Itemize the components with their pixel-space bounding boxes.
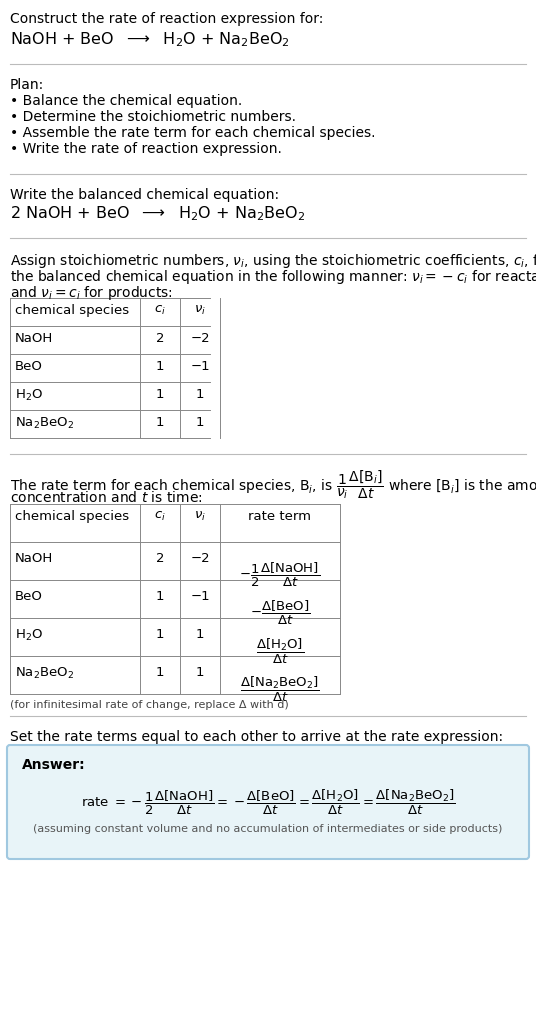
Text: NaOH: NaOH (15, 552, 53, 565)
Text: NaOH: NaOH (15, 332, 53, 345)
Text: • Balance the chemical equation.: • Balance the chemical equation. (10, 94, 242, 108)
Text: • Assemble the rate term for each chemical species.: • Assemble the rate term for each chemic… (10, 126, 376, 140)
Text: 1: 1 (156, 388, 164, 401)
Text: $-\dfrac{1}{2}\dfrac{\Delta[\mathrm{NaOH}]}{\Delta t}$: $-\dfrac{1}{2}\dfrac{\Delta[\mathrm{NaOH… (240, 561, 321, 589)
Text: $\nu_i$: $\nu_i$ (194, 304, 206, 317)
Text: H$_2$O: H$_2$O (15, 628, 43, 643)
Text: 2: 2 (156, 552, 164, 565)
Text: 1: 1 (156, 360, 164, 373)
Text: Na$_2$BeO$_2$: Na$_2$BeO$_2$ (15, 416, 74, 431)
Text: The rate term for each chemical species, B$_i$, is $\dfrac{1}{\nu_i}\dfrac{\Delt: The rate term for each chemical species,… (10, 468, 536, 501)
Text: Write the balanced chemical equation:: Write the balanced chemical equation: (10, 188, 279, 202)
Text: 1: 1 (196, 666, 204, 679)
Text: −1: −1 (190, 590, 210, 603)
Text: rate term: rate term (249, 510, 311, 523)
Text: $\dfrac{\Delta[\mathrm{H_2O}]}{\Delta t}$: $\dfrac{\Delta[\mathrm{H_2O}]}{\Delta t}… (256, 637, 304, 666)
Text: $\nu_i$: $\nu_i$ (194, 510, 206, 523)
Text: • Determine the stoichiometric numbers.: • Determine the stoichiometric numbers. (10, 110, 296, 124)
Text: chemical species: chemical species (15, 510, 129, 523)
Text: $c_i$: $c_i$ (154, 304, 166, 317)
Text: 1: 1 (196, 628, 204, 641)
Text: −1: −1 (190, 360, 210, 373)
Text: 1: 1 (196, 388, 204, 401)
Text: BeO: BeO (15, 590, 43, 603)
Text: the balanced chemical equation in the following manner: $\nu_i = -c_i$ for react: the balanced chemical equation in the fo… (10, 268, 536, 286)
Text: H$_2$O: H$_2$O (15, 388, 43, 404)
Text: $\dfrac{\Delta[\mathrm{Na_2BeO_2}]}{\Delta t}$: $\dfrac{\Delta[\mathrm{Na_2BeO_2}]}{\Del… (240, 675, 320, 705)
Text: $c_i$: $c_i$ (154, 510, 166, 523)
Text: (for infinitesimal rate of change, replace Δ with d): (for infinitesimal rate of change, repla… (10, 700, 289, 710)
Text: 1: 1 (196, 416, 204, 429)
Text: Assign stoichiometric numbers, $\nu_i$, using the stoichiometric coefficients, $: Assign stoichiometric numbers, $\nu_i$, … (10, 252, 536, 270)
Text: chemical species: chemical species (15, 304, 129, 317)
Text: −2: −2 (190, 552, 210, 565)
Text: • Write the rate of reaction expression.: • Write the rate of reaction expression. (10, 142, 282, 156)
Text: NaOH + BeO  $\longrightarrow$  H$_2$O + Na$_2$BeO$_2$: NaOH + BeO $\longrightarrow$ H$_2$O + Na… (10, 30, 290, 49)
Text: 1: 1 (156, 416, 164, 429)
Text: 1: 1 (156, 666, 164, 679)
Text: rate $= -\dfrac{1}{2}\dfrac{\Delta[\mathrm{NaOH}]}{\Delta t} = -\dfrac{\Delta[\m: rate $= -\dfrac{1}{2}\dfrac{\Delta[\math… (81, 788, 455, 817)
Text: 2: 2 (156, 332, 164, 345)
Text: 2 NaOH + BeO  $\longrightarrow$  H$_2$O + Na$_2$BeO$_2$: 2 NaOH + BeO $\longrightarrow$ H$_2$O + … (10, 204, 305, 223)
Text: Set the rate terms equal to each other to arrive at the rate expression:: Set the rate terms equal to each other t… (10, 730, 503, 744)
Text: Answer:: Answer: (22, 758, 86, 772)
Text: Na$_2$BeO$_2$: Na$_2$BeO$_2$ (15, 666, 74, 681)
Text: Construct the rate of reaction expression for:: Construct the rate of reaction expressio… (10, 12, 323, 26)
FancyBboxPatch shape (7, 745, 529, 859)
Text: $-\dfrac{\Delta[\mathrm{BeO}]}{\Delta t}$: $-\dfrac{\Delta[\mathrm{BeO}]}{\Delta t}… (250, 599, 310, 627)
Text: Plan:: Plan: (10, 78, 44, 92)
Text: BeO: BeO (15, 360, 43, 373)
Text: −2: −2 (190, 332, 210, 345)
Text: 1: 1 (156, 628, 164, 641)
Text: and $\nu_i = c_i$ for products:: and $\nu_i = c_i$ for products: (10, 284, 173, 302)
Text: 1: 1 (156, 590, 164, 603)
Text: concentration and $t$ is time:: concentration and $t$ is time: (10, 490, 203, 505)
Text: (assuming constant volume and no accumulation of intermediates or side products): (assuming constant volume and no accumul… (33, 824, 503, 834)
